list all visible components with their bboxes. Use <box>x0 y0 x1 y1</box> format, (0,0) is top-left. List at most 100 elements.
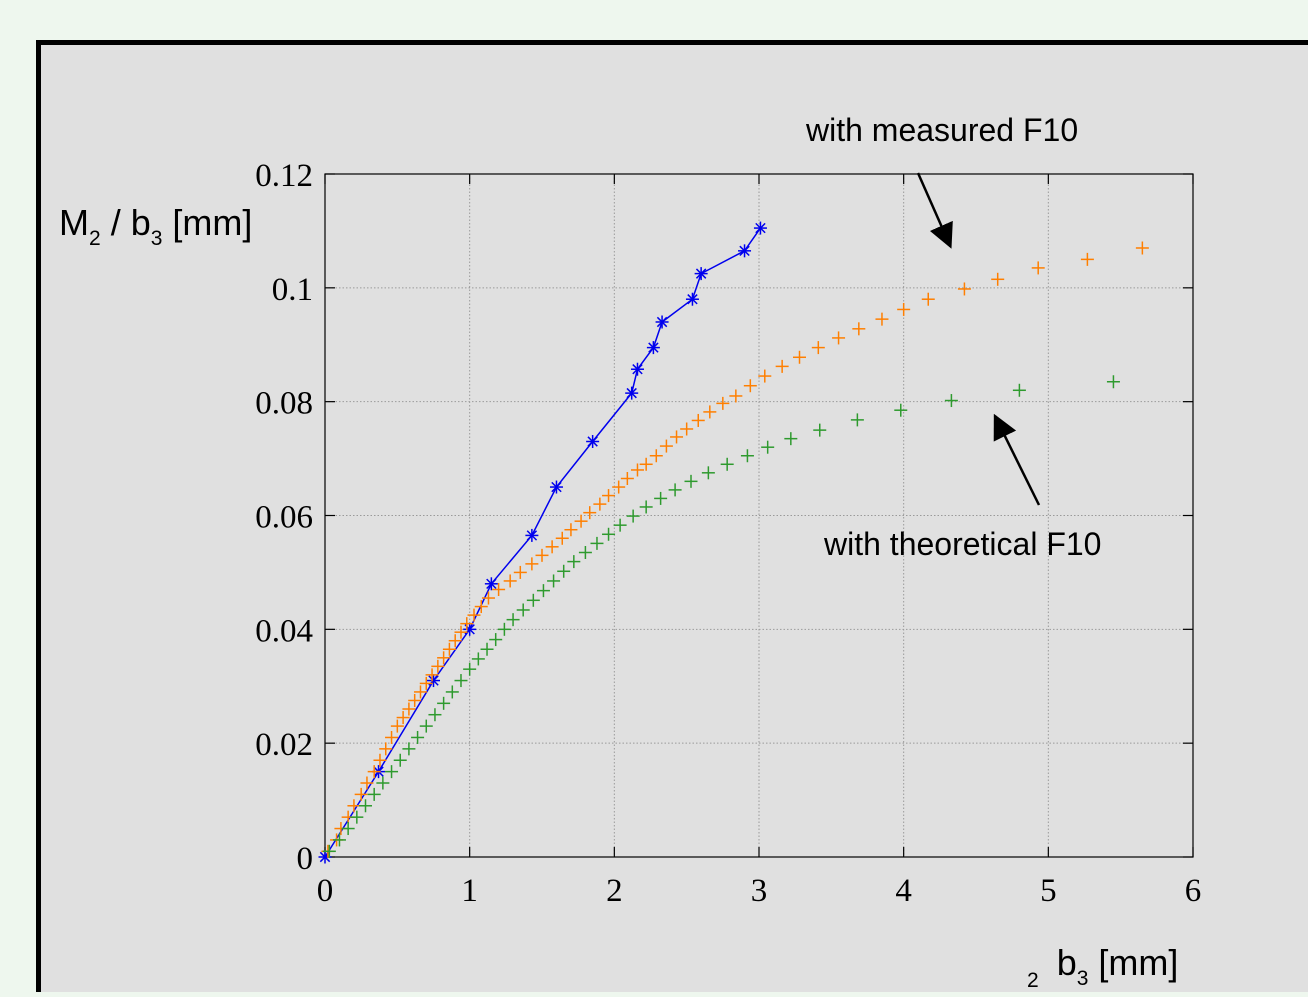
data-point <box>481 591 495 605</box>
data-point <box>393 753 407 767</box>
data-point <box>474 600 488 614</box>
data-point <box>775 359 789 373</box>
data-point <box>684 474 698 488</box>
data-point <box>574 514 588 528</box>
data-point <box>897 302 911 316</box>
data-point <box>359 799 373 813</box>
data-point <box>670 430 684 444</box>
data-point <box>484 577 498 591</box>
data-point <box>516 603 530 617</box>
data-point <box>350 810 364 824</box>
x-axis-label: 2 b3 [mm] <box>1027 942 1178 992</box>
data-point <box>379 742 393 756</box>
data-point <box>411 730 425 744</box>
data-point <box>784 432 798 446</box>
x-tick-label: 5 <box>1040 873 1057 909</box>
data-point <box>716 396 730 410</box>
data-point <box>396 711 410 725</box>
series-2 <box>322 375 1120 858</box>
data-point <box>463 622 477 636</box>
data-point <box>431 659 445 673</box>
data-point <box>425 668 439 682</box>
data-point <box>626 509 640 523</box>
data-point <box>567 555 581 569</box>
y-tick-label: 0.08 <box>255 386 313 422</box>
data-point <box>630 362 644 376</box>
data-point <box>613 518 627 532</box>
data-point <box>545 540 559 554</box>
data-point <box>655 315 669 329</box>
data-series <box>318 221 1149 864</box>
annotations <box>916 172 1041 506</box>
data-point <box>513 565 527 579</box>
data-point <box>367 765 381 779</box>
data-point <box>525 528 539 542</box>
data-point <box>729 389 743 403</box>
data-point <box>332 833 346 847</box>
data-point <box>1031 261 1045 275</box>
data-point <box>583 506 597 520</box>
data-point <box>480 642 494 656</box>
data-point <box>454 625 468 639</box>
data-point <box>578 545 592 559</box>
x-tick-label: 2 <box>606 873 623 909</box>
data-point <box>691 413 705 427</box>
data-point <box>639 500 653 514</box>
axis-ticks: 0 1 2 3 4 5 6 0 0.02 0.04 0.06 0.08 0.1 0.12 <box>255 158 1201 909</box>
data-point <box>402 702 416 716</box>
data-point <box>850 413 864 427</box>
data-point <box>793 350 807 364</box>
data-point <box>536 584 550 598</box>
data-point <box>503 574 517 588</box>
data-point <box>921 292 935 306</box>
x-tick-label: 1 <box>461 873 478 909</box>
data-point <box>471 652 485 666</box>
data-point <box>448 634 462 648</box>
data-point <box>360 776 374 790</box>
x-tick-label: 4 <box>895 873 912 909</box>
data-point <box>463 662 477 676</box>
data-point <box>373 753 387 767</box>
data-point <box>832 331 846 345</box>
annotation-measured-label: with measured F10 <box>805 112 1078 148</box>
data-point <box>1080 252 1094 266</box>
data-point <box>557 564 571 578</box>
data-point <box>875 312 889 326</box>
data-point <box>991 272 1005 286</box>
data-point <box>649 449 663 463</box>
data-point <box>367 787 381 801</box>
data-point <box>602 527 616 541</box>
series-line <box>324 227 762 858</box>
data-point <box>437 696 451 710</box>
data-point <box>489 633 503 647</box>
data-point <box>703 405 717 419</box>
data-point <box>630 463 644 477</box>
data-point <box>454 674 468 688</box>
data-point <box>408 693 422 707</box>
data-point <box>593 497 607 511</box>
data-point <box>413 685 427 699</box>
data-point <box>738 244 752 258</box>
y-axis-label: M2 / b3 [mm] <box>59 202 252 250</box>
data-point <box>646 341 660 355</box>
data-point <box>694 267 708 281</box>
data-point <box>894 403 908 417</box>
data-point <box>612 480 626 494</box>
data-point <box>492 582 506 596</box>
data-point <box>625 386 639 400</box>
data-point <box>753 221 767 235</box>
data-point <box>467 608 481 622</box>
data-point <box>654 491 668 505</box>
x-tick-label: 0 <box>317 873 334 909</box>
y-tick-label: 0.06 <box>255 500 313 536</box>
y-tick-label: 0.02 <box>255 727 313 763</box>
data-point <box>442 642 456 656</box>
data-point <box>419 719 433 733</box>
data-point <box>322 844 336 858</box>
data-point <box>602 489 616 503</box>
data-point <box>525 557 539 571</box>
y-tick-label: 0.1 <box>272 272 313 308</box>
data-point <box>506 613 520 627</box>
data-point <box>376 776 390 790</box>
data-point <box>811 341 825 355</box>
